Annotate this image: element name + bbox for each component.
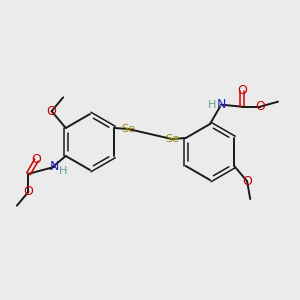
Text: O: O — [47, 105, 56, 118]
Text: N: N — [216, 98, 226, 111]
Text: O: O — [237, 84, 247, 97]
Text: N: N — [50, 160, 59, 173]
Text: Se: Se — [121, 124, 135, 134]
Text: H: H — [208, 100, 216, 110]
Text: O: O — [242, 175, 252, 188]
Text: O: O — [255, 100, 265, 113]
Text: O: O — [23, 185, 33, 198]
Text: O: O — [32, 154, 41, 166]
Text: H: H — [59, 166, 68, 176]
Text: Se: Se — [165, 134, 179, 144]
